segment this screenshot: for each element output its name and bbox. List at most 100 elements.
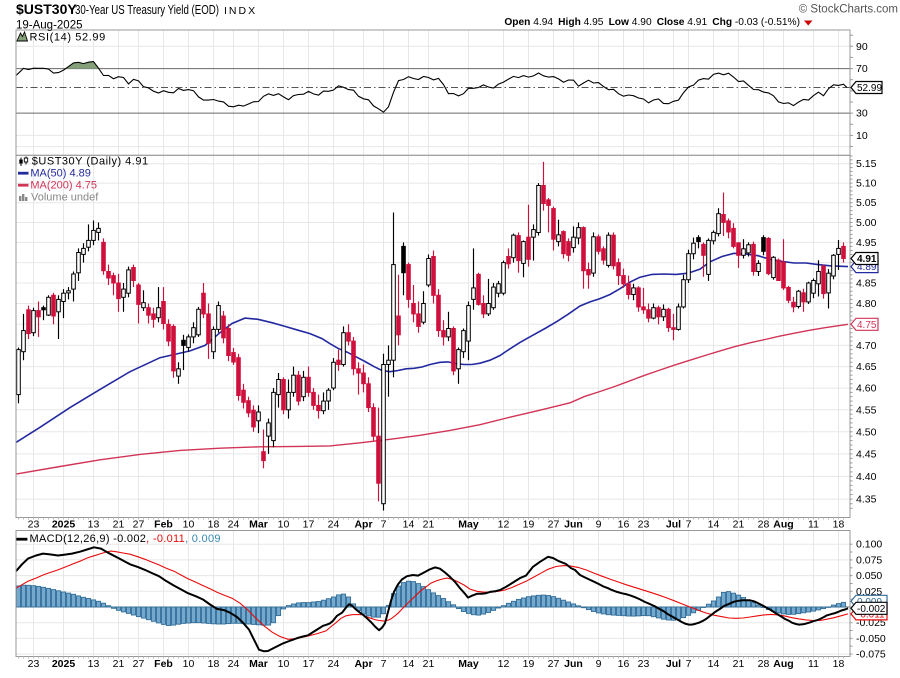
svg-text:May: May (458, 519, 479, 531)
svg-text:Apr: Apr (354, 519, 372, 531)
svg-text:21: 21 (113, 658, 125, 670)
svg-text:10: 10 (856, 130, 868, 142)
svg-text:4.91: 4.91 (857, 254, 877, 265)
svg-text:RSI(14) 52.99: RSI(14) 52.99 (30, 32, 106, 44)
svg-text:14: 14 (403, 519, 415, 531)
svg-text:12: 12 (498, 658, 510, 670)
svg-text:12: 12 (498, 519, 510, 531)
svg-text:10: 10 (278, 658, 290, 670)
svg-text:23: 23 (638, 519, 650, 531)
svg-text:May: May (458, 658, 479, 670)
svg-text:7: 7 (381, 658, 387, 670)
svg-text:0.050: 0.050 (856, 570, 882, 582)
svg-text:27: 27 (548, 658, 560, 670)
svg-text:21: 21 (423, 658, 435, 670)
svg-text:$UST30Y: $UST30Y (16, 1, 77, 17)
svg-text:Mar: Mar (249, 519, 268, 531)
svg-text:$UST30Y (Daily) 4.91: $UST30Y (Daily) 4.91 (32, 156, 149, 168)
svg-text:18: 18 (833, 658, 845, 670)
svg-text:19: 19 (523, 658, 535, 670)
svg-text:10: 10 (183, 658, 195, 670)
svg-text:Jun: Jun (564, 658, 583, 670)
svg-text:7: 7 (686, 519, 692, 531)
svg-text:4.45: 4.45 (856, 448, 877, 460)
svg-text:52.99: 52.99 (857, 83, 882, 94)
svg-text:Open 4.94 High 4.95 Low 4.90 C: Open 4.94 High 4.95 Low 4.90 Close 4.91 … (504, 17, 800, 28)
svg-text:30-Year US Treasury Yield (EOD: 30-Year US Treasury Yield (EOD) (75, 3, 219, 17)
svg-text:4.85: 4.85 (856, 278, 877, 290)
svg-text:27: 27 (133, 658, 145, 670)
svg-text:28: 28 (758, 658, 770, 670)
svg-text:16: 16 (618, 658, 630, 670)
svg-text:MA(50) 4.89: MA(50) 4.89 (30, 168, 91, 180)
svg-text:4.40: 4.40 (856, 471, 877, 483)
svg-text:21: 21 (733, 658, 745, 670)
svg-text:5.10: 5.10 (856, 178, 877, 190)
svg-text:13: 13 (88, 519, 100, 531)
svg-text:4.65: 4.65 (856, 361, 877, 373)
svg-text:-0.075: -0.075 (856, 649, 886, 661)
svg-text:4.35: 4.35 (856, 494, 877, 506)
svg-text:Mar: Mar (249, 658, 268, 670)
svg-text:-0.050: -0.050 (856, 633, 886, 645)
svg-text:27: 27 (133, 519, 145, 531)
svg-text:Aug: Aug (773, 658, 793, 670)
svg-text:Feb: Feb (154, 519, 173, 531)
svg-text:13: 13 (88, 658, 100, 670)
svg-text:10: 10 (278, 519, 290, 531)
svg-text:28: 28 (758, 519, 770, 531)
svg-text:MA(200) 4.75: MA(200) 4.75 (30, 180, 97, 192)
svg-text:7: 7 (686, 658, 692, 670)
svg-text:Jul: Jul (666, 658, 681, 670)
svg-text:Volume undef: Volume undef (31, 192, 99, 204)
svg-text:Jun: Jun (564, 519, 583, 531)
svg-text:24: 24 (328, 519, 340, 531)
svg-text:11: 11 (808, 519, 819, 531)
svg-text:4.50: 4.50 (856, 426, 877, 438)
svg-text:14: 14 (708, 519, 720, 531)
svg-text:5.15: 5.15 (856, 158, 877, 170)
svg-text:2025: 2025 (52, 658, 76, 670)
svg-text:4.75: 4.75 (857, 320, 877, 331)
svg-text:27: 27 (548, 519, 560, 531)
svg-text:MACD(12,26,9) -0.002, -0.011,: MACD(12,26,9) -0.002, -0.011, 0.009 (30, 533, 221, 545)
svg-text:Aug: Aug (773, 519, 793, 531)
svg-text:24: 24 (328, 658, 340, 670)
svg-text:0.100: 0.100 (856, 539, 882, 551)
svg-text:23: 23 (28, 658, 40, 670)
svg-text:4.70: 4.70 (856, 340, 877, 352)
svg-text:23: 23 (638, 658, 650, 670)
svg-text:17: 17 (303, 519, 315, 531)
svg-text:5.00: 5.00 (856, 217, 877, 229)
svg-text:18: 18 (208, 658, 220, 670)
svg-text:18: 18 (833, 519, 845, 531)
svg-text:19-Aug-2025: 19-Aug-2025 (16, 20, 83, 32)
svg-text:INDX: INDX (224, 5, 257, 17)
svg-text:2025: 2025 (52, 519, 76, 531)
svg-text:Jul: Jul (666, 519, 681, 531)
svg-text:10: 10 (183, 519, 195, 531)
svg-text:14: 14 (708, 658, 720, 670)
svg-text:-0.002: -0.002 (857, 604, 886, 615)
svg-text:30: 30 (856, 108, 868, 120)
svg-text:© StockCharts.com: © StockCharts.com (799, 4, 898, 16)
svg-text:Feb: Feb (154, 658, 173, 670)
svg-text:70: 70 (856, 63, 868, 75)
svg-text:23: 23 (28, 519, 40, 531)
svg-text:Apr: Apr (354, 658, 372, 670)
svg-text:90: 90 (856, 41, 868, 53)
svg-text:9: 9 (596, 519, 602, 531)
svg-text:14: 14 (403, 658, 415, 670)
svg-text:7: 7 (381, 519, 387, 531)
svg-text:4.60: 4.60 (856, 383, 877, 395)
svg-text:24: 24 (228, 658, 240, 670)
svg-text:9: 9 (596, 658, 602, 670)
svg-text:11: 11 (808, 658, 819, 670)
svg-text:0.075: 0.075 (856, 554, 882, 566)
svg-text:4.95: 4.95 (856, 237, 877, 249)
svg-text:21: 21 (113, 519, 125, 531)
svg-text:24: 24 (228, 519, 240, 531)
svg-text:4.55: 4.55 (856, 404, 877, 416)
svg-text:4.80: 4.80 (856, 298, 877, 310)
svg-text:18: 18 (208, 519, 220, 531)
